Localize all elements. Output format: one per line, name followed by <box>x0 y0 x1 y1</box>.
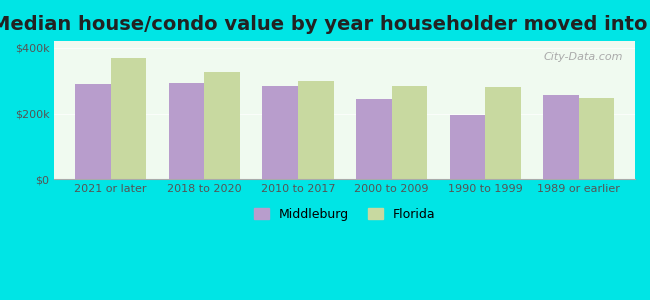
Bar <box>263 85 298 179</box>
Bar <box>485 87 521 179</box>
Bar <box>75 84 110 179</box>
Bar <box>111 58 146 179</box>
Text: City-Data.com: City-Data.com <box>544 52 623 62</box>
Bar <box>543 95 578 179</box>
Title: Median house/condo value by year householder moved into unit: Median house/condo value by year househo… <box>0 15 650 34</box>
Legend: Middleburg, Florida: Middleburg, Florida <box>249 203 441 226</box>
Bar <box>356 99 391 179</box>
Bar <box>169 83 204 179</box>
Bar <box>578 98 614 179</box>
Bar <box>450 115 485 179</box>
Bar <box>391 85 427 179</box>
Bar <box>204 72 240 179</box>
Bar <box>298 81 333 179</box>
